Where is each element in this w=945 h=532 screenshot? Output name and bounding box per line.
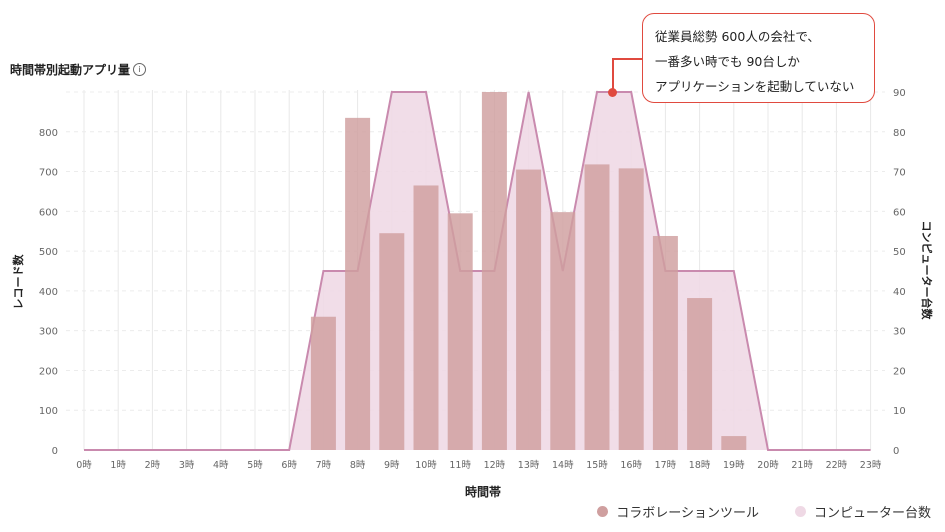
x-tick-label: 15時: [586, 460, 608, 471]
left-tick-label: 600: [39, 207, 58, 218]
right-tick-label: 80: [893, 128, 906, 139]
right-axis-ticks: 0 10 20 30 40 50 60 70 80 90: [893, 88, 906, 457]
bar-14時[interactable]: [550, 212, 576, 450]
x-tick-label: 1時: [110, 460, 126, 471]
bar-19時[interactable]: [721, 436, 747, 450]
x-tick-label: 10時: [415, 460, 437, 471]
x-tick-label: 11時: [449, 460, 471, 471]
legend-label-computers: コンピューター台数: [813, 506, 931, 521]
legend: コラボレーションツール コンピューター台数: [597, 502, 931, 521]
computer-count-area: [84, 91, 871, 451]
x-tick-label: 12時: [484, 460, 506, 471]
x-tick-label: 6時: [281, 460, 297, 471]
x-tick-label: 17時: [655, 460, 677, 471]
right-tick-label: 90: [893, 88, 906, 99]
x-tick-label: 7時: [316, 460, 332, 471]
left-tick-label: 200: [39, 366, 58, 377]
callout-line-3: アプリケーションを起動していない: [655, 79, 855, 94]
x-tick-label: 14時: [552, 460, 574, 471]
callout-annotation: 従業員総勢 600人の会社で、 一番多い時でも 90台しか アプリケーションを起…: [642, 13, 875, 103]
right-tick-label: 70: [893, 168, 906, 179]
x-tick-label: 3時: [179, 460, 195, 471]
x-tick-label: 22時: [826, 460, 848, 471]
bar-9時[interactable]: [379, 233, 405, 450]
x-tick-label: 21時: [791, 460, 813, 471]
bar-8時[interactable]: [345, 117, 371, 450]
callout-line-1: 従業員総勢 600人の会社で、: [655, 29, 820, 44]
bar-10時[interactable]: [413, 185, 439, 450]
callout-leader-horizontal: [612, 58, 643, 60]
computer-count-line: [84, 91, 871, 451]
bar-17時[interactable]: [652, 235, 678, 450]
left-tick-label: 700: [39, 168, 58, 179]
x-tick-label: 13時: [518, 460, 540, 471]
x-tick-label: 16時: [620, 460, 642, 471]
bar-16時[interactable]: [618, 168, 644, 450]
bar-13時[interactable]: [516, 169, 542, 451]
x-tick-label: 9時: [384, 460, 400, 471]
right-tick-label: 20: [893, 366, 906, 377]
left-axis-label: レコード数: [11, 254, 25, 310]
info-icon[interactable]: i: [133, 63, 147, 76]
left-tick-label: 400: [39, 287, 58, 298]
x-tick-label: 18時: [689, 460, 711, 471]
x-tick-label: 4時: [213, 460, 229, 471]
x-tick-label: 20時: [757, 460, 779, 471]
legend-item-computers[interactable]: コンピューター台数: [794, 502, 931, 521]
right-tick-label: 30: [893, 327, 906, 338]
callout-leader: [612, 58, 614, 92]
legend-swatch-computers: [794, 506, 806, 517]
x-tick-label: 5時: [247, 460, 263, 471]
x-tick-label: 8時: [350, 460, 366, 471]
x-tick-label: 2時: [145, 460, 161, 471]
bar-7時[interactable]: [310, 316, 336, 450]
left-tick-label: 300: [39, 327, 58, 338]
x-tick-label: 19時: [723, 460, 745, 471]
left-tick-label: 0: [52, 446, 58, 457]
callout-anchor-dot: [608, 88, 617, 97]
left-tick-label: 100: [39, 406, 58, 417]
left-tick-label: 800: [39, 128, 58, 139]
left-axis-ticks: 0 100 200 300 400 500 600 700 800: [39, 128, 58, 457]
right-tick-label: 0: [893, 446, 899, 457]
legend-label-collab: コラボレーションツール: [616, 506, 759, 521]
right-tick-label: 10: [893, 406, 906, 417]
bar-18時[interactable]: [687, 298, 713, 450]
bar-15時[interactable]: [584, 164, 610, 450]
right-tick-label: 40: [893, 287, 906, 298]
chart-title-text: 時間帯別起動アプリ量: [10, 63, 131, 77]
right-tick-label: 50: [893, 247, 906, 258]
chart-title: 時間帯別起動アプリ量 i: [10, 61, 147, 78]
legend-swatch-collab: [597, 506, 609, 517]
right-axis-label: コンピューター台数: [920, 221, 934, 321]
legend-item-collab[interactable]: コラボレーションツール: [597, 502, 759, 521]
bar-11時[interactable]: [447, 213, 473, 450]
right-tick-label: 60: [893, 207, 906, 218]
callout-line-2: 一番多い時でも 90台しか: [655, 54, 800, 69]
collab-tool-bars: [310, 92, 747, 451]
bar-12時[interactable]: [481, 92, 507, 450]
x-tick-label: 23時: [860, 460, 882, 471]
x-axis-label: 時間帯: [465, 484, 501, 499]
left-tick-label: 500: [39, 247, 58, 258]
x-axis-ticks: 0時 1時 2時 3時 4時 5時 6時 7時 8時 9時 10時 11時 12時 13時 14時 15時 16…: [76, 460, 882, 471]
x-tick-label: 0時: [76, 460, 92, 471]
